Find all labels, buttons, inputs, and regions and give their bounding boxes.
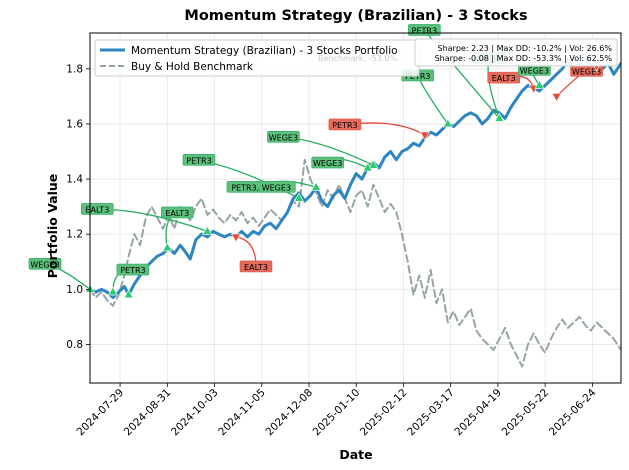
trade-label: WEGE3 [572, 67, 601, 76]
y-axis-label: Portfolio Value [45, 174, 60, 279]
trade-arrow [423, 30, 500, 119]
stats-box: Benchmark: -53.0% Sharpe: 2.23 | Max DD:… [318, 38, 618, 67]
y-axis-ticks: 0.8 1.0 1.2 1.4 1.6 1.8 [66, 63, 90, 351]
stats-hidden-fragment: Benchmark: -53.0% [318, 54, 398, 63]
y-tick-label: 1.2 [66, 229, 83, 241]
trade-label: PETR3 [412, 26, 437, 35]
y-tick-label: 1.4 [66, 174, 83, 186]
trade-label-box [81, 203, 114, 215]
trade-label: EALT3 [85, 205, 109, 214]
trade-label: PETR3, WEGE3 [231, 183, 291, 192]
chart-title: Momentum Strategy (Brazilian) - 3 Stocks [184, 8, 527, 24]
trade-label: EALT3 [165, 209, 189, 218]
buy-marker [107, 286, 118, 296]
trade-label-box [487, 71, 520, 84]
trade-label: WEGE3 [313, 159, 342, 168]
trade-label: PETR3 [332, 121, 357, 130]
trade-label-box [311, 156, 344, 169]
y-tick-label: 1.8 [66, 63, 83, 75]
y-tick-label: 1.0 [66, 284, 83, 296]
trade-label: PETR3 [120, 266, 145, 275]
plot-area: WEGE3 PETR3 EALT3 EALT3 EALT3 PETR3 PETR3, WEG… [28, 24, 622, 384]
grid [90, 33, 621, 383]
trade-label-box [328, 118, 362, 131]
trade-label: PETR3 [405, 72, 430, 81]
buy-marker [202, 225, 213, 235]
trade-label: EALT3 [492, 74, 516, 83]
buy-marker [123, 289, 134, 299]
buy-marker [442, 118, 453, 128]
trade-label: WEGE3 [30, 260, 59, 269]
stats-line-strategy: Sharpe: 2.23 | Max DD: -10.2% | Vol: 26.… [437, 44, 612, 53]
buy-marker [534, 79, 545, 89]
sell-marker [230, 233, 242, 243]
plot-frame [89, 32, 622, 384]
buy-marker [494, 112, 505, 122]
buy-marker [311, 181, 322, 191]
trade-label-box [160, 206, 194, 219]
buy-marker [362, 162, 373, 172]
annotation-layer: WEGE3 PETR3 EALT3 EALT3 EALT3 PETR3 PETR3, WEG… [28, 24, 603, 299]
buy-marker [293, 192, 304, 202]
trade-label-box [28, 257, 62, 270]
trade-label-box [116, 263, 150, 276]
legend-label-strategy: Momentum Strategy (Brazilian) - 3 Stocks… [131, 45, 398, 57]
sell-marker [419, 131, 430, 141]
x-axis-label: Date [339, 447, 372, 462]
trade-label: WEGE3 [269, 133, 298, 142]
y-tick-label: 0.8 [66, 339, 83, 351]
y-tick-label: 1.6 [66, 118, 83, 130]
trade-label: WEGE3 [520, 66, 549, 75]
trade-label-box [267, 130, 300, 143]
trade-label: EALT3 [244, 263, 268, 272]
trade-label-box [182, 154, 216, 166]
sell-marker [551, 93, 562, 102]
buy-marker [368, 159, 379, 169]
stats-box-background [414, 38, 618, 67]
buy-marker [162, 242, 173, 252]
trade-label-box [239, 260, 273, 273]
stats-line-benchmark: Sharpe: -0.08 | Max DD: -53.3% | Vol: 62… [435, 54, 613, 63]
legend-label-benchmark: Buy & Hold Benchmark [131, 61, 254, 73]
trade-label: PETR3 [186, 156, 211, 165]
trade-label-box [226, 181, 296, 193]
